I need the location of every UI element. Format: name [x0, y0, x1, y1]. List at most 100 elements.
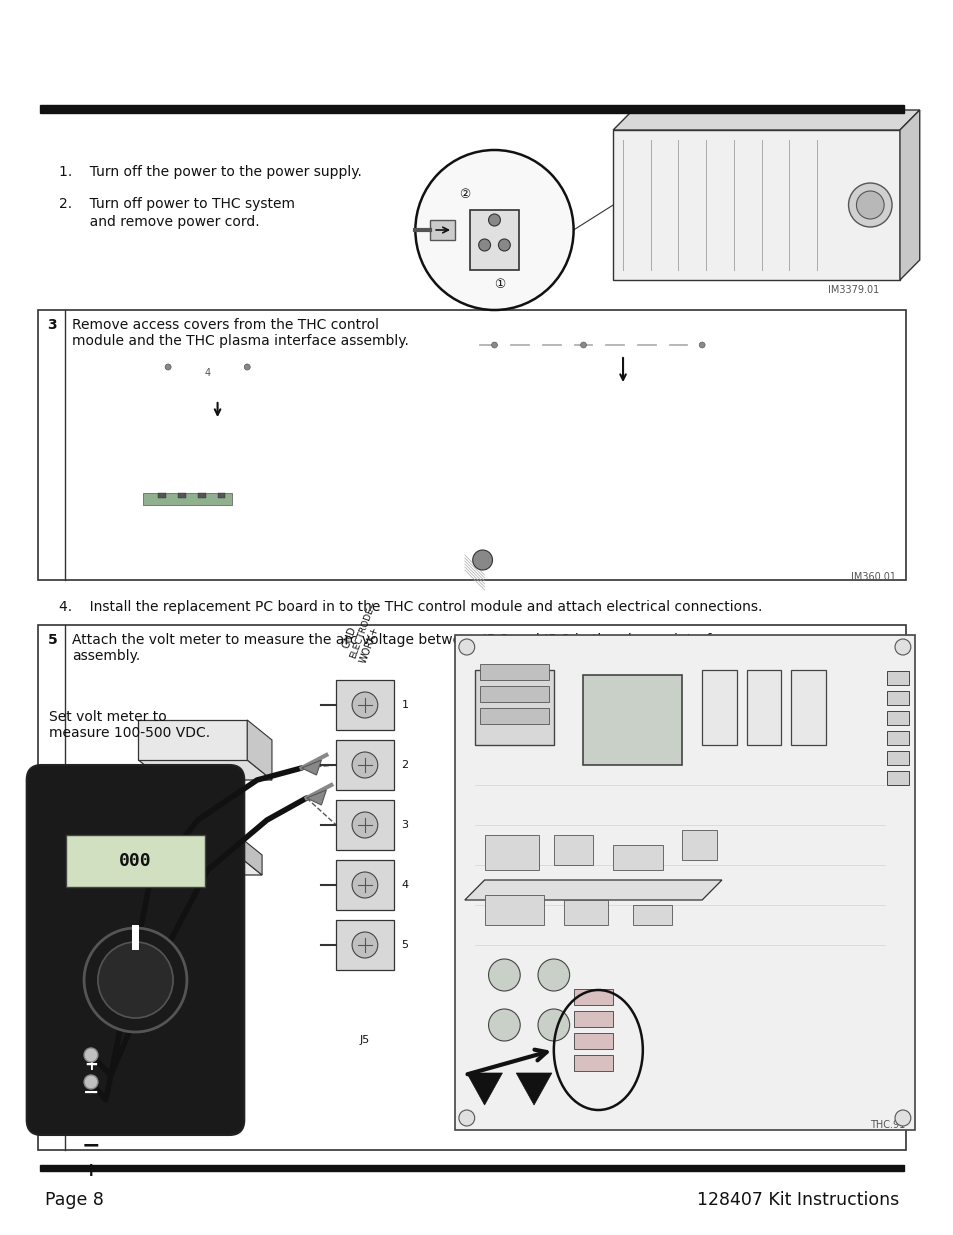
- Circle shape: [856, 191, 883, 219]
- Text: IM3379.01: IM3379.01: [827, 285, 879, 295]
- Bar: [475, 671, 554, 745]
- Text: Set volt meter to
measure 100-500 VDC.: Set volt meter to measure 100-500 VDC.: [50, 710, 211, 740]
- Bar: [479, 708, 548, 724]
- Bar: [39, 105, 903, 112]
- Bar: [484, 835, 538, 869]
- Bar: [217, 493, 225, 498]
- Bar: [66, 835, 205, 887]
- Polygon shape: [464, 881, 721, 900]
- Bar: [573, 1011, 613, 1028]
- Circle shape: [488, 960, 519, 990]
- Polygon shape: [466, 1073, 502, 1105]
- Text: WORK+: WORK+: [357, 625, 380, 664]
- Text: 5: 5: [401, 940, 408, 950]
- FancyBboxPatch shape: [27, 764, 244, 1135]
- Circle shape: [352, 752, 377, 778]
- Circle shape: [580, 342, 586, 348]
- Polygon shape: [613, 110, 919, 130]
- Bar: [143, 493, 233, 505]
- Text: 1.    Turn off the power to the power supply.: 1. Turn off the power to the power suppl…: [59, 165, 362, 179]
- Circle shape: [537, 960, 569, 990]
- Bar: [886, 692, 908, 705]
- Polygon shape: [138, 720, 247, 760]
- Text: 3: 3: [48, 317, 57, 332]
- Text: +: +: [84, 1056, 98, 1074]
- Bar: [158, 493, 166, 498]
- Polygon shape: [613, 130, 899, 280]
- Circle shape: [352, 811, 377, 839]
- Bar: [573, 1032, 613, 1049]
- Polygon shape: [516, 1073, 551, 1105]
- Circle shape: [488, 214, 500, 226]
- Circle shape: [537, 1009, 569, 1041]
- Bar: [886, 751, 908, 764]
- Text: 2: 2: [401, 760, 408, 769]
- Bar: [469, 210, 518, 270]
- Text: Attach the volt meter to measure the arc voltage between J5-2 and J5-3 in the pl: Attach the volt meter to measure the arc…: [72, 634, 736, 663]
- Bar: [455, 635, 914, 1130]
- Bar: [583, 676, 681, 764]
- Polygon shape: [464, 664, 721, 685]
- Polygon shape: [306, 790, 326, 805]
- Text: +: +: [83, 1161, 99, 1179]
- Circle shape: [98, 942, 172, 1018]
- Circle shape: [244, 364, 250, 370]
- Bar: [335, 860, 394, 910]
- Text: 128407 Kit Instructions: 128407 Kit Instructions: [696, 1191, 898, 1209]
- Text: THC.91: THC.91: [869, 1120, 904, 1130]
- Bar: [39, 1165, 903, 1171]
- Text: 2.    Turn off power to THC system: 2. Turn off power to THC system: [59, 198, 295, 211]
- Polygon shape: [899, 110, 919, 280]
- Circle shape: [352, 932, 377, 958]
- Text: 3: 3: [401, 820, 408, 830]
- Bar: [178, 493, 186, 498]
- Circle shape: [84, 1049, 98, 1062]
- Bar: [573, 989, 613, 1005]
- Text: 5: 5: [48, 634, 57, 647]
- Polygon shape: [701, 664, 721, 869]
- Circle shape: [84, 1074, 98, 1089]
- Text: ①: ①: [494, 279, 504, 291]
- Bar: [632, 905, 672, 925]
- Bar: [479, 664, 548, 680]
- Text: and remove power cord.: and remove power cord.: [59, 215, 259, 228]
- Text: ↑: ↑: [530, 135, 537, 144]
- Bar: [554, 835, 593, 864]
- Circle shape: [894, 1110, 910, 1126]
- Polygon shape: [148, 835, 237, 855]
- Text: −: −: [82, 1135, 100, 1155]
- Text: Page 8: Page 8: [45, 1191, 103, 1209]
- Circle shape: [84, 927, 187, 1032]
- Text: 4.    Install the replacement PC board in to the THC control module and attach e: 4. Install the replacement PC board in t…: [59, 600, 761, 614]
- Bar: [335, 800, 394, 850]
- Text: J5: J5: [359, 1035, 370, 1045]
- Text: 000: 000: [119, 852, 152, 869]
- Polygon shape: [430, 220, 455, 240]
- Bar: [573, 1055, 613, 1071]
- Polygon shape: [138, 760, 272, 781]
- Bar: [335, 740, 394, 790]
- Text: 4: 4: [401, 881, 408, 890]
- Circle shape: [894, 638, 910, 655]
- Bar: [197, 493, 206, 498]
- Polygon shape: [247, 720, 272, 781]
- Bar: [681, 830, 717, 860]
- Polygon shape: [484, 664, 721, 850]
- Polygon shape: [148, 855, 262, 876]
- Bar: [701, 671, 736, 745]
- Bar: [335, 680, 394, 730]
- Bar: [563, 900, 608, 925]
- Circle shape: [847, 183, 891, 227]
- Text: IM360.01: IM360.01: [850, 572, 895, 582]
- Circle shape: [473, 550, 492, 571]
- Text: ②: ②: [458, 189, 470, 201]
- Text: ELECTRODE−: ELECTRODE−: [348, 599, 377, 659]
- Circle shape: [488, 1009, 519, 1041]
- Bar: [790, 671, 825, 745]
- Bar: [335, 920, 394, 969]
- Circle shape: [352, 872, 377, 898]
- Bar: [37, 310, 905, 580]
- Bar: [886, 771, 908, 785]
- Circle shape: [458, 638, 475, 655]
- Circle shape: [699, 342, 704, 348]
